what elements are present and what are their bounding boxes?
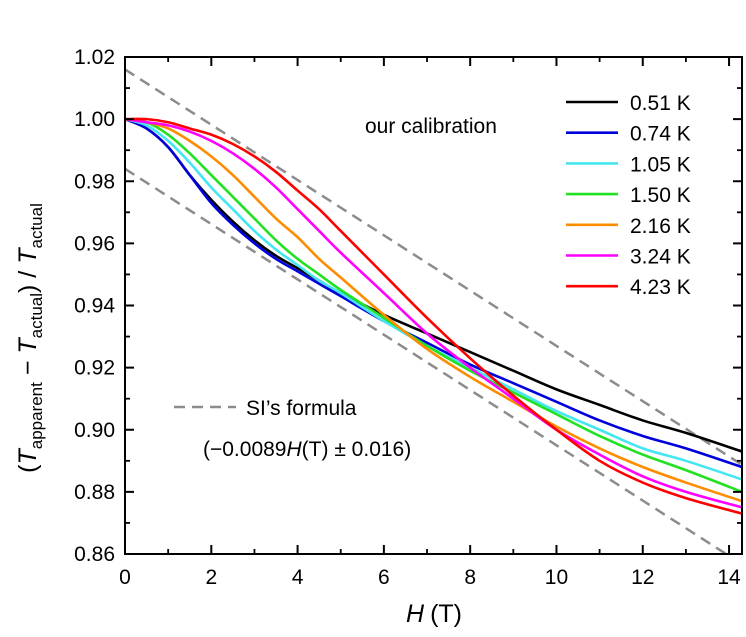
x-tick-label: 10 <box>545 566 568 589</box>
y-axis-title-minus: − <box>14 354 42 383</box>
legend-label: 3.24 K <box>630 246 691 269</box>
y-axis-title-t3: T <box>14 247 42 264</box>
y-axis-title-sub1: apparent <box>27 382 46 449</box>
reference-formula-open: (−0.0089 <box>203 438 287 461</box>
legend: 0.51 K 0.74 K 1.05 K 1.50 K 2.16 K 3.24 K 4.23… <box>566 92 691 299</box>
y-axis-title-open: ( <box>14 464 42 473</box>
series-line-0-74-k <box>125 117 742 469</box>
plot-layer: 0 2 4 6 8 10 12 14 0.86 0.88 0.90 0.92 0.94 0.96 0.98 1… <box>74 46 743 589</box>
series-line-4-23-k <box>125 117 742 515</box>
y-axis-title: (Tapparent − Tactual) / Tactual <box>14 203 46 473</box>
x-tick-label: 2 <box>205 566 217 589</box>
y-axis-title-t1: T <box>14 448 42 465</box>
calibration-annotation: our calibration <box>365 115 497 138</box>
y-tick-label: 0.86 <box>74 543 115 566</box>
legend-label: 2.16 K <box>630 215 691 238</box>
series-line-1-05-k <box>125 117 742 481</box>
x-axis-title-unit: (T) <box>430 600 462 628</box>
legend-label: 1.50 K <box>630 184 691 207</box>
y-axis-title-t2: T <box>14 337 42 354</box>
y-tick-label: 0.88 <box>74 481 115 504</box>
x-tick-label: 4 <box>292 566 304 589</box>
reference-formula: (−0.0089H(T) ± 0.016) <box>203 438 411 461</box>
series-line-2-16-k <box>125 117 742 503</box>
reference-legend-label: SI’s formula <box>246 397 357 420</box>
series-line-3-24-k <box>125 117 742 509</box>
x-tick-label: 6 <box>378 566 390 589</box>
y-tick-label: 1.00 <box>74 108 115 131</box>
y-tick-label: 0.98 <box>74 170 115 193</box>
legend-label: 4.23 K <box>630 276 691 299</box>
reference-formula-rest: (T) ± 0.016) <box>302 438 412 461</box>
reference-formula-h: H <box>287 438 303 461</box>
reference-upper-bound <box>125 68 742 466</box>
legend-label: 0.74 K <box>630 123 691 146</box>
y-tick-label: 1.02 <box>74 46 115 69</box>
legend-label: 0.51 K <box>630 92 691 115</box>
x-tick-label: 12 <box>631 566 654 589</box>
series-line-1-50-k <box>125 117 742 494</box>
y-tick-label: 0.92 <box>74 357 115 380</box>
y-tick-label: 0.96 <box>74 232 115 255</box>
legend-label: 1.05 K <box>630 153 691 176</box>
x-tick-label: 0 <box>119 566 131 589</box>
reference-legend: SI’s formula (−0.0089H(T) ± 0.016) <box>174 397 411 461</box>
y-tick-label: 0.94 <box>74 295 115 318</box>
x-axis-title-symbol: H <box>406 600 425 628</box>
y-axis-title-sub2: actual <box>27 293 46 338</box>
x-tick-label: 8 <box>464 566 476 589</box>
y-axis-title-close: ) / <box>14 264 42 293</box>
y-axis-title-sub3: actual <box>27 203 46 248</box>
x-tick-label: 14 <box>717 566 741 589</box>
reference-lower-bound <box>125 167 729 554</box>
x-axis-title: H (T) <box>406 600 462 628</box>
y-tick-label: 0.90 <box>74 419 115 442</box>
